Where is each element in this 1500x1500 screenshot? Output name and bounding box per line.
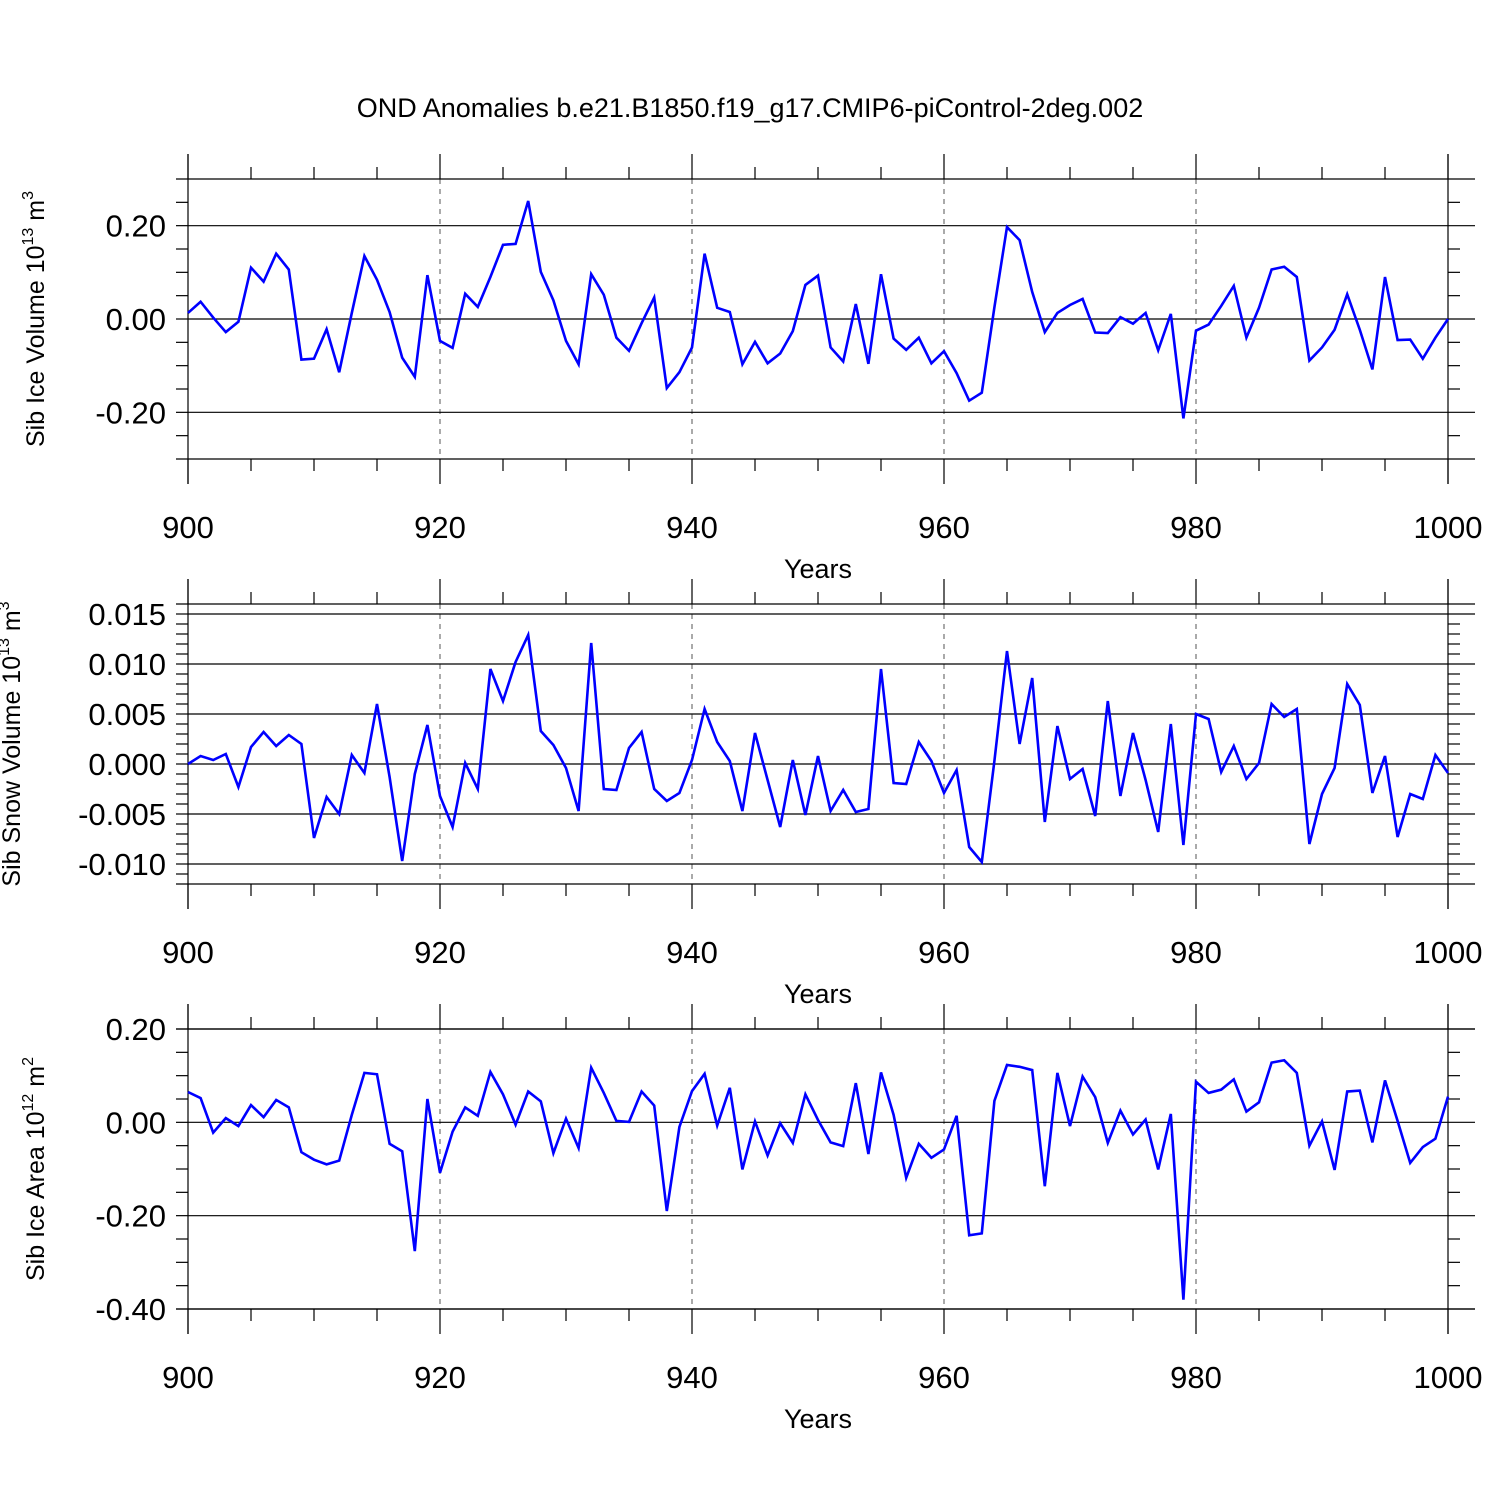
x-axis-label: Years [784, 554, 852, 584]
x-tick-label: 980 [1170, 510, 1222, 545]
x-tick-label: 1000 [1414, 935, 1483, 970]
x-tick-label: 900 [162, 1360, 214, 1395]
y-tick-label: 0.20 [106, 209, 166, 244]
x-tick-label: 980 [1170, 1360, 1222, 1395]
x-tick-label: 900 [162, 935, 214, 970]
y-tick-label: 0.00 [106, 1105, 166, 1140]
y-axis-label-text: Sib Ice Area 10 [22, 1111, 50, 1281]
y-tick-label: -0.010 [78, 847, 166, 882]
y-axis-label-exp: 13 [20, 228, 37, 246]
x-tick-label: 900 [162, 510, 214, 545]
series-line [187, 630, 1450, 866]
y-axis-label-unit-exp: 3 [20, 191, 37, 200]
series-line [187, 200, 1450, 419]
y-axis-label-text: Sib Snow Volume 10 [0, 656, 26, 887]
y-tick-label: 0.20 [106, 1012, 166, 1047]
y-axis-label-unit: m [22, 200, 50, 228]
x-tick-label: 940 [666, 1360, 718, 1395]
y-axis-label-text: Sib Ice Volume 10 [22, 245, 50, 447]
panel-2: 900 920 940 960 980 1000 -0.010 -0.005 0.000 0.00… [0, 579, 1482, 1009]
y-tick-label: -0.20 [95, 395, 166, 430]
y-axis-label-unit: m [22, 1066, 50, 1094]
y-axis-label-unit-exp: 3 [0, 601, 13, 610]
series-line [187, 1058, 1450, 1300]
x-tick-label: 920 [414, 510, 466, 545]
x-tick-label: 980 [1170, 935, 1222, 970]
x-axis-label: Years [784, 979, 852, 1009]
y-tick-label: 0.015 [88, 597, 166, 632]
y-tick-label: -0.40 [95, 1292, 166, 1327]
y-tick-label: -0.005 [78, 797, 166, 832]
y-axis-label: Sib Snow Volume 1013 m3 [0, 601, 26, 886]
x-tick-label: 920 [414, 1360, 466, 1395]
chart-title: OND Anomalies b.e21.B1850.f19_g17.CMIP6-… [357, 93, 1143, 123]
x-tick-label: 960 [918, 1360, 970, 1395]
panel-3: 900 920 940 960 980 1000 -0.40 -0.20 0.00 0.20 Yea… [20, 1004, 1482, 1434]
y-tick-label: 0.00 [106, 302, 166, 337]
y-axis-label-exp: 13 [0, 638, 13, 656]
y-axis-label: Sib Ice Volume 1013 m3 [20, 191, 50, 447]
x-tick-label: 1000 [1414, 1360, 1483, 1395]
y-axis-label: Sib Ice Area 1012 m2 [20, 1057, 50, 1281]
x-tick-label: 960 [918, 935, 970, 970]
x-tick-label: 1000 [1414, 510, 1483, 545]
panel-1: 900 920 940 960 980 1000 -0.20 0.00 0.20 Years Sib… [20, 154, 1482, 584]
y-tick-label: 0.005 [88, 697, 166, 732]
x-tick-label: 960 [918, 510, 970, 545]
x-tick-label: 940 [666, 510, 718, 545]
y-tick-label: 0.010 [88, 647, 166, 682]
y-tick-label: -0.20 [95, 1199, 166, 1234]
y-tick-label: 0.000 [88, 747, 166, 782]
x-tick-label: 940 [666, 935, 718, 970]
y-axis-label-unit: m [0, 610, 26, 638]
y-axis-label-exp: 12 [20, 1094, 37, 1112]
y-axis-label-unit-exp: 2 [20, 1057, 37, 1066]
x-tick-label: 920 [414, 935, 466, 970]
x-axis-label: Years [784, 1404, 852, 1434]
